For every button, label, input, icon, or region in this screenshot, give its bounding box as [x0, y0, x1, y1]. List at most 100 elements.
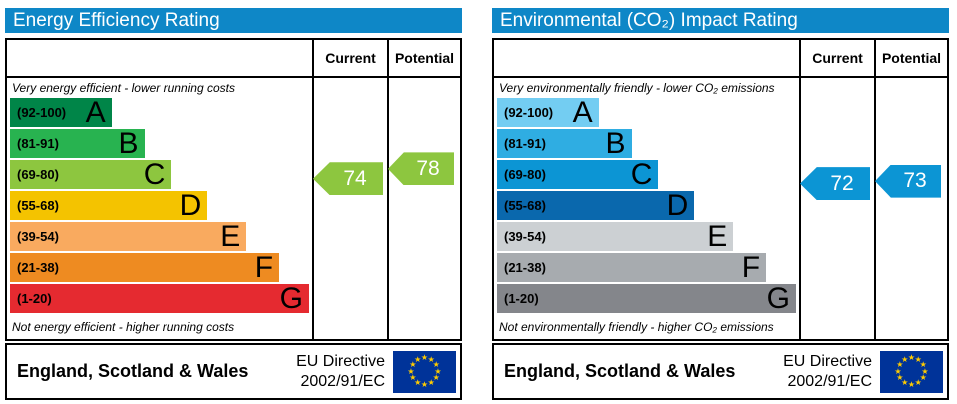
column-divider — [874, 40, 876, 339]
environmental-impact-panel: Environmental (CO₂) Impact Rating Curren… — [492, 8, 949, 400]
eu-star-icon: ★ — [919, 373, 927, 383]
band-letter: C — [630, 158, 653, 191]
eu-directive-line1: EU Directive — [783, 352, 872, 370]
eu-star-icon: ★ — [414, 378, 422, 388]
rating-band-row: (92-100) A — [497, 96, 599, 129]
band-range-label: (1-20) — [504, 291, 539, 306]
band-range-label: (81-91) — [17, 136, 59, 151]
eu-star-icon: ★ — [432, 359, 440, 369]
header-row-divider — [494, 76, 947, 78]
column-divider — [387, 40, 389, 339]
eu-star-icon: ★ — [901, 378, 909, 388]
column-header-potential: Potential — [394, 50, 455, 66]
page-title: Energy Efficiency Rating — [5, 8, 462, 33]
band-range-label: (39-54) — [504, 229, 546, 244]
column-divider — [799, 40, 801, 339]
band-letter: F — [741, 251, 761, 284]
band-letter: G — [766, 282, 790, 315]
eu-star-icon: ★ — [914, 378, 922, 388]
band-letter: F — [254, 251, 274, 284]
rating-band-row: (21-38) F — [10, 251, 280, 284]
rating-bands: (92-100) A (81-91) B (69-80) C (55-68) D (39-54)… — [497, 96, 796, 315]
band-range-label: (92-100) — [504, 105, 554, 120]
current-rating-value: 72 — [830, 171, 854, 195]
band-range-label: (69-80) — [17, 167, 59, 182]
band-letter: E — [220, 220, 241, 253]
eu-directive-line1: EU Directive — [296, 352, 385, 370]
page-title: Environmental (CO₂) Impact Rating — [492, 8, 949, 33]
caption-top: Very environmentally friendly - lower CO… — [499, 81, 775, 95]
region-label: England, Scotland & Wales — [17, 361, 249, 381]
rating-band-row: (21-38) F — [497, 251, 767, 284]
band-letter: B — [118, 127, 139, 160]
eu-star-icon: ★ — [901, 354, 909, 364]
eu-star-icon: ★ — [907, 353, 916, 362]
current-rating-arrow: 74 — [313, 162, 383, 196]
rating-band-row: (1-20) G — [497, 282, 796, 315]
eu-star-icon: ★ — [420, 353, 429, 362]
band-letter: A — [85, 96, 106, 129]
band-range-label: (92-100) — [17, 105, 67, 120]
band-range-label: (21-38) — [17, 260, 59, 275]
region-label: England, Scotland & Wales — [504, 361, 736, 381]
rating-band-area: Very environmentally friendly - lower CO… — [494, 78, 799, 339]
rating-band-row: (81-91) B — [497, 127, 632, 160]
band-letter: D — [179, 189, 202, 222]
eu-star-icon: ★ — [427, 378, 435, 388]
potential-rating-arrow: 73 — [875, 164, 941, 198]
band-range-label: (39-54) — [17, 229, 59, 244]
rating-band-row: (69-80) C — [10, 158, 172, 191]
header-row-divider — [7, 76, 460, 78]
eu-flag-icon: ★ ★ ★ ★ ★ ★ ★ ★ ★ ★ ★ ★ — [880, 350, 943, 393]
energy-efficiency-panel: Energy Efficiency Rating Current Potenti… — [5, 8, 462, 400]
current-rating-arrow: 72 — [800, 167, 870, 201]
rating-band-row: (69-80) C — [497, 158, 659, 191]
rating-bands: (92-100) A (81-91) B (69-80) C (55-68) D (39-54)… — [10, 96, 309, 315]
energy-rating-table: Current Potential Very energy efficient … — [5, 38, 462, 341]
eu-star-icon: ★ — [921, 366, 929, 376]
eu-star-icon: ★ — [896, 359, 904, 369]
band-letter: A — [572, 96, 593, 129]
eu-star-icon: ★ — [409, 359, 417, 369]
eu-star-icon: ★ — [414, 354, 422, 364]
eu-directive-line2: 2002/91/EC — [787, 372, 872, 390]
column-header-current: Current — [325, 50, 376, 66]
band-letter: E — [707, 220, 728, 253]
rating-band-row: (55-68) D — [10, 189, 208, 222]
potential-rating-value: 73 — [903, 169, 927, 193]
eu-flag-icon: ★ ★ ★ ★ ★ ★ ★ ★ ★ ★ ★ ★ — [393, 350, 456, 393]
eu-star-icon: ★ — [907, 380, 916, 389]
rating-band-row: (92-100) A — [10, 96, 112, 129]
potential-rating-arrow: 78 — [388, 152, 454, 186]
column-divider — [312, 40, 314, 339]
eu-star-icon: ★ — [896, 373, 904, 383]
band-range-label: (69-80) — [504, 167, 546, 182]
band-range-label: (21-38) — [504, 260, 546, 275]
band-range-label: (55-68) — [504, 198, 546, 213]
eu-star-icon: ★ — [434, 366, 442, 376]
band-letter: B — [605, 127, 626, 160]
potential-rating-value: 78 — [416, 156, 440, 180]
band-range-label: (55-68) — [17, 198, 59, 213]
rating-band-row: (1-20) G — [10, 282, 309, 315]
rating-band-row: (39-54) E — [10, 220, 247, 253]
eu-star-icon: ★ — [894, 366, 902, 376]
band-range-label: (1-20) — [17, 291, 52, 306]
rating-band-area: Very energy efficient - lower running co… — [7, 78, 312, 339]
band-letter: C — [143, 158, 166, 191]
eu-star-icon: ★ — [427, 354, 435, 364]
band-letter: D — [666, 189, 689, 222]
caption-bottom: Not energy efficient - higher running co… — [12, 320, 235, 334]
eu-directive-line2: 2002/91/EC — [300, 372, 385, 390]
co2-rating-table: Current Potential Very environmentally f… — [492, 38, 949, 341]
eu-star-icon: ★ — [407, 366, 415, 376]
column-header-potential: Potential — [881, 50, 942, 66]
eu-star-icon: ★ — [409, 373, 417, 383]
rating-band-row: (55-68) D — [497, 189, 695, 222]
column-header-current: Current — [812, 50, 863, 66]
caption-top: Very energy efficient - lower running co… — [12, 81, 235, 95]
panel-footer: England, Scotland & Wales EU Directive 2… — [5, 343, 462, 400]
panel-footer: England, Scotland & Wales EU Directive 2… — [492, 343, 949, 400]
band-letter: G — [279, 282, 303, 315]
